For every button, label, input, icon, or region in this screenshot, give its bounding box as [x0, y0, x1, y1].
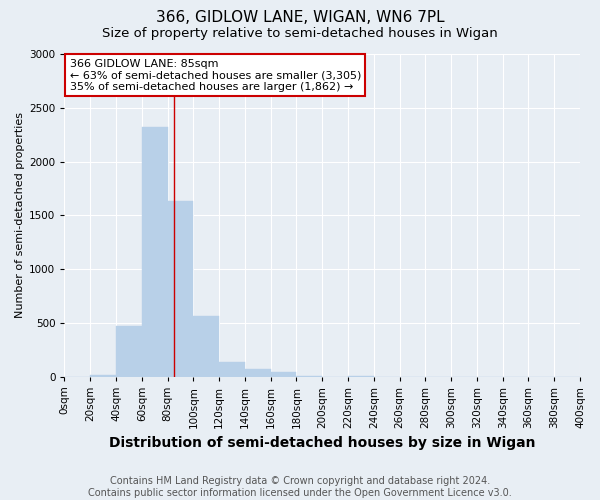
Bar	[219, 362, 245, 376]
Bar	[142, 127, 167, 376]
Text: 366 GIDLOW LANE: 85sqm
← 63% of semi-detached houses are smaller (3,305)
35% of : 366 GIDLOW LANE: 85sqm ← 63% of semi-det…	[70, 59, 361, 92]
Bar	[167, 202, 193, 376]
Text: Size of property relative to semi-detached houses in Wigan: Size of property relative to semi-detach…	[102, 28, 498, 40]
Y-axis label: Number of semi-detached properties: Number of semi-detached properties	[15, 112, 25, 318]
Bar	[245, 369, 271, 376]
Text: Contains HM Land Registry data © Crown copyright and database right 2024.
Contai: Contains HM Land Registry data © Crown c…	[88, 476, 512, 498]
Bar	[116, 326, 142, 376]
Text: 366, GIDLOW LANE, WIGAN, WN6 7PL: 366, GIDLOW LANE, WIGAN, WN6 7PL	[155, 10, 445, 25]
Bar	[90, 374, 116, 376]
X-axis label: Distribution of semi-detached houses by size in Wigan: Distribution of semi-detached houses by …	[109, 436, 535, 450]
Bar	[271, 372, 296, 376]
Bar	[193, 316, 219, 376]
